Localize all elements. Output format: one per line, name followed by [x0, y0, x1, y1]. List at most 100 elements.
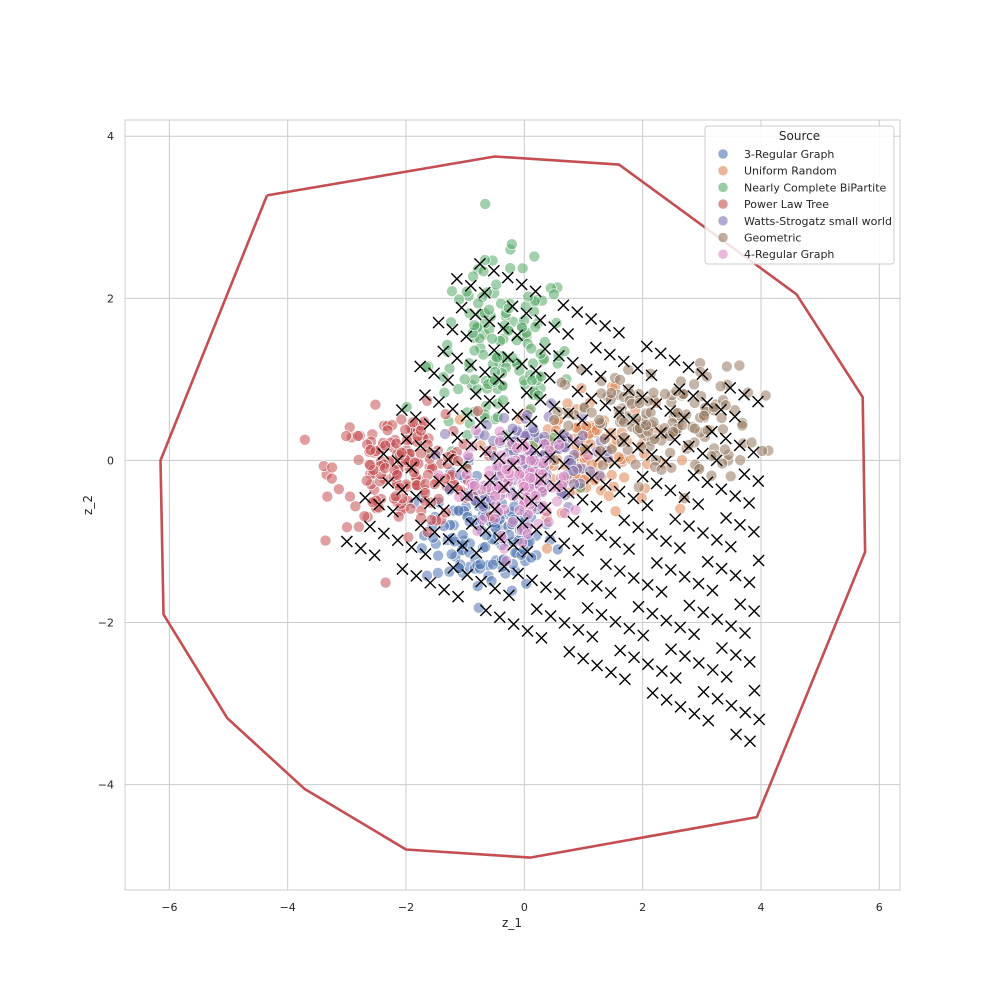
x-marker: [464, 279, 477, 292]
data-point: [325, 472, 338, 485]
x-marker: [729, 490, 742, 503]
x-marker: [594, 370, 607, 383]
x-marker: [747, 446, 760, 459]
data-point: [640, 419, 652, 431]
x-marker: [479, 445, 492, 458]
x-marker: [590, 580, 603, 593]
x-marker: [591, 659, 604, 672]
data-point: [360, 474, 373, 487]
x-marker: [743, 576, 756, 589]
y-tick-label: −4: [98, 779, 114, 792]
data-point: [504, 262, 517, 275]
data-point: [404, 502, 417, 515]
x-marker: [461, 568, 474, 581]
data-point: [468, 479, 481, 492]
data-point: [575, 363, 588, 376]
x-marker: [507, 459, 520, 472]
x-marker: [660, 614, 673, 627]
legend-marker: [717, 165, 729, 176]
x-marker: [654, 426, 667, 439]
data-point: [759, 389, 772, 402]
x-marker: [548, 479, 561, 492]
x-marker: [609, 615, 622, 628]
x-marker: [474, 416, 487, 429]
x-marker: [544, 451, 557, 464]
x-marker: [715, 403, 728, 416]
data-point: [445, 548, 458, 561]
x-marker: [525, 415, 538, 428]
x-marker: [715, 483, 728, 496]
x-marker: [424, 576, 437, 589]
data-point: [717, 423, 729, 436]
x-marker: [460, 330, 473, 343]
x-marker: [340, 535, 353, 548]
data-point: [569, 504, 582, 516]
data-point: [585, 406, 598, 419]
x-marker: [706, 663, 719, 676]
x-marker: [665, 643, 678, 656]
data-point: [513, 504, 526, 517]
x-marker: [628, 651, 641, 664]
x-marker: [465, 438, 478, 451]
data-point: [736, 419, 749, 432]
data-point: [462, 449, 474, 462]
x-marker: [627, 492, 640, 505]
data-point: [486, 332, 498, 345]
x-marker: [558, 537, 571, 550]
data-point: [379, 439, 392, 452]
x-marker: [539, 501, 552, 514]
x-marker: [617, 355, 630, 368]
data-point: [742, 386, 754, 399]
x-marker: [456, 460, 469, 473]
x-marker: [646, 687, 659, 700]
x-marker: [405, 541, 418, 554]
x-marker: [577, 652, 590, 665]
x-marker: [673, 383, 686, 396]
data-point: [439, 428, 451, 440]
x-marker: [567, 515, 580, 528]
x-marker: [529, 364, 542, 377]
x-marker: [563, 566, 575, 579]
data-point: [452, 383, 465, 395]
data-point: [421, 394, 433, 407]
data-point: [525, 342, 538, 355]
x-marker: [645, 448, 658, 461]
x-marker: [387, 505, 399, 518]
x-marker: [497, 401, 510, 414]
x-marker: [654, 347, 667, 360]
x-marker: [595, 529, 608, 542]
data-point: [516, 536, 529, 549]
data-point: [492, 480, 505, 492]
x-marker: [553, 429, 566, 442]
data-point: [349, 500, 362, 513]
x-marker: [687, 469, 700, 482]
x-marker: [516, 437, 529, 450]
x-marker: [489, 582, 502, 595]
x-marker: [521, 625, 534, 638]
data-point: [438, 386, 451, 399]
x-marker: [739, 627, 751, 640]
x-marker: [599, 399, 612, 412]
legend-label: 4-Regular Graph: [744, 248, 834, 261]
x-marker: [423, 417, 436, 430]
data-point: [524, 454, 537, 467]
data-point: [733, 359, 746, 372]
x-marker: [414, 519, 427, 532]
x-marker: [632, 521, 645, 534]
x-marker: [641, 499, 654, 512]
legend-label: Uniform Random: [744, 165, 837, 178]
data-point: [321, 490, 334, 503]
x-marker: [469, 387, 482, 400]
x-marker: [683, 520, 696, 533]
x-marker: [534, 473, 547, 486]
x-marker: [493, 452, 506, 465]
x-marker: [589, 341, 602, 354]
data-point: [471, 580, 484, 593]
legend-box: [704, 125, 895, 265]
data-point: [458, 373, 471, 386]
data-point: [553, 439, 565, 451]
x-marker: [552, 349, 565, 362]
x-tick-label: 2: [639, 901, 646, 914]
data-point: [647, 386, 660, 399]
